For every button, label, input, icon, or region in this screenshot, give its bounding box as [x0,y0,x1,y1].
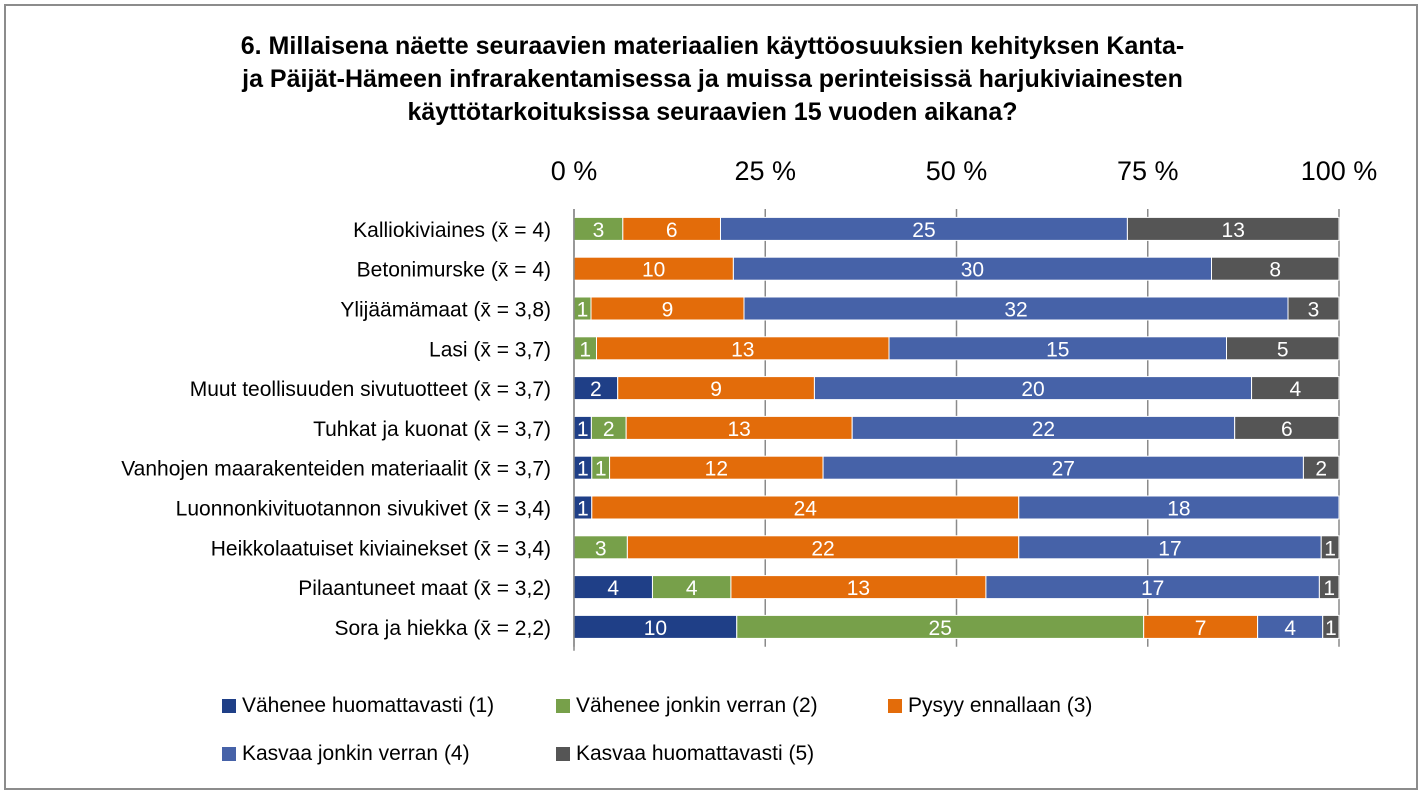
data-label: 10 [644,617,667,640]
data-label: 1 [595,458,607,481]
data-label: 27 [1052,458,1075,481]
bar-segment [1226,336,1340,361]
x-tick-label: 50 % [926,156,988,186]
data-label: 1 [577,498,589,521]
data-label: 12 [705,458,728,481]
data-label: 13 [847,577,870,600]
chart-title-line-3: käyttötarkoituksissa seuraavien 15 vuode… [407,98,1018,126]
data-label: 13 [1222,219,1245,242]
data-label: 2 [1315,458,1327,481]
data-label: 8 [1269,259,1281,282]
bar-segment [1320,535,1340,560]
data-label: 22 [1032,418,1055,441]
data-label: 2 [590,378,602,401]
category-label: Luonnonkivituotannon sivukivet (x̄ = 3,4… [176,498,551,521]
data-label: 2 [603,418,615,441]
category-label: Kalliokiviaines (x̄ = 4) [353,219,551,242]
data-label: 17 [1141,577,1164,600]
data-label: 5 [1277,338,1289,361]
bar-segment [1018,495,1340,520]
data-label: 1 [577,299,589,322]
bar-segment [1251,376,1340,401]
bar-segment [1287,296,1340,321]
chart-title: 6. Millaisena näette seuraavien materiaa… [0,30,1425,129]
data-label: 13 [731,338,754,361]
data-label: 4 [1289,378,1301,401]
x-tick-label: 25 % [734,156,796,186]
data-label: 3 [1308,299,1320,322]
category-label: Betonimurske (x̄ = 4) [357,259,551,282]
data-label: 30 [961,259,984,282]
category-label: Muut teollisuuden sivutuotteet (x̄ = 3,7… [190,378,551,401]
data-label: 24 [794,498,818,521]
data-label: 6 [1281,418,1293,441]
data-label: 4 [686,577,698,600]
category-label: Sora ja hiekka (x̄ = 2,2) [334,617,551,640]
data-label: 32 [1004,299,1027,322]
category-label: Tuhkat ja kuonat (x̄ = 3,7) [313,418,551,441]
x-tick-label: 0 % [551,156,598,186]
data-label: 17 [1158,537,1181,560]
data-label: 9 [662,299,674,322]
data-label: 1 [1325,617,1337,640]
category-label: Heikkolaatuiset kiviainekset (x̄ = 3,4) [211,537,551,560]
bar-segment [1302,455,1340,480]
bar-segment [1126,216,1340,241]
chart-title-line-1: 6. Millaisena näette seuraavien materiaa… [240,32,1185,60]
data-label: 18 [1167,498,1190,521]
data-label: 4 [607,577,619,600]
data-label: 1 [577,418,589,441]
data-label: 6 [666,219,678,242]
x-tick-label: 75 % [1117,156,1179,186]
data-label: 10 [642,259,665,282]
data-label: 7 [1195,617,1207,640]
data-label: 25 [929,617,952,640]
data-label: 20 [1021,378,1044,401]
data-label: 25 [912,219,935,242]
x-tick-label: 100 % [1301,156,1378,186]
category-label: Ylijäämämaat (x̄ = 3,8) [340,299,551,322]
data-label: 1 [1324,537,1336,560]
data-label: 1 [577,458,589,481]
category-label: Lasi (x̄ = 3,7) [429,338,551,361]
data-label: 13 [727,418,750,441]
data-label: 1 [1323,577,1335,600]
data-label: 3 [595,537,607,560]
bar-segment [1318,575,1340,600]
data-label: 1 [579,338,591,361]
category-label: Vanhojen maarakenteiden materiaalit (x̄ … [121,458,551,481]
data-label: 3 [593,219,605,242]
bar-segment [1234,415,1340,440]
bar-segment [1322,614,1340,639]
category-label: Pilaantuneet maat (x̄ = 3,2) [298,577,551,600]
data-label: 9 [710,378,722,401]
data-label: 4 [1284,617,1296,640]
bar-segment [1211,256,1340,281]
chart-title-line-2: ja Päijät-Hämeen infrarakentamisessa ja … [242,65,1183,93]
data-label: 22 [811,537,834,560]
data-label: 15 [1046,338,1069,361]
